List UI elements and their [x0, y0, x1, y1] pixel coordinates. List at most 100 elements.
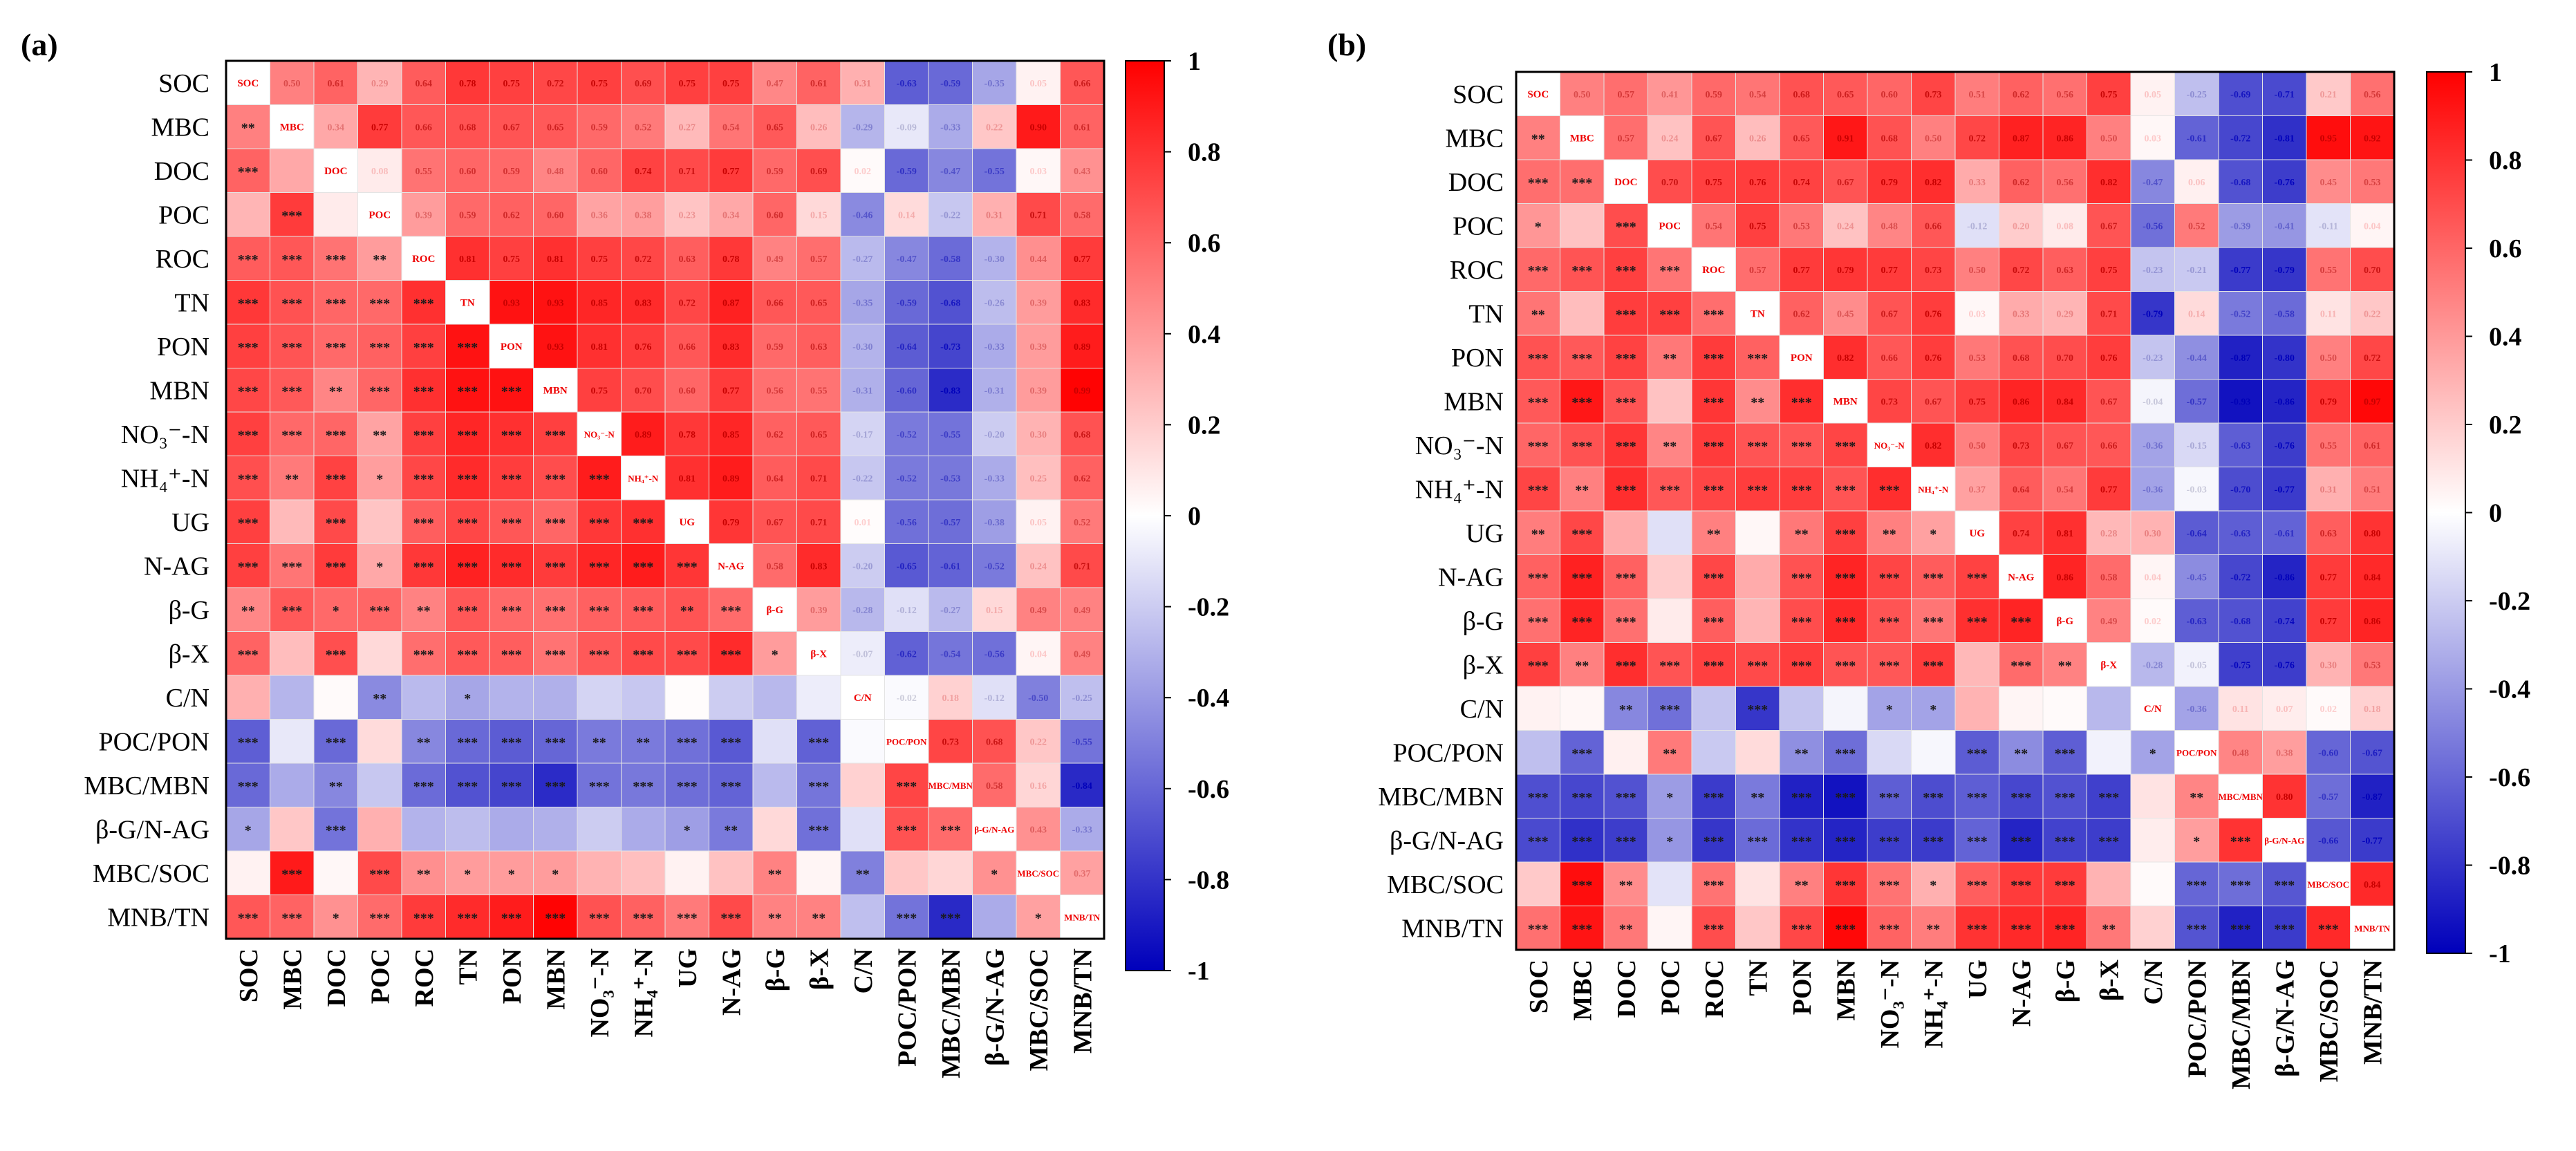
- cell-value-label: -0.87: [2230, 353, 2250, 364]
- heatmap-cell: [1648, 379, 1692, 424]
- row-label: MNB/TN: [107, 903, 209, 932]
- cell-value-label: -0.22: [940, 210, 960, 221]
- significance-mark: ***: [457, 384, 478, 399]
- cell-value-label: -0.76: [2275, 660, 2295, 671]
- cell-value-label: 0.23: [679, 210, 696, 221]
- cell-value-label: 0.50: [1925, 133, 1942, 144]
- cell-value-label: 0.72: [547, 79, 564, 89]
- cell-value-label: -0.56: [984, 649, 1005, 659]
- heatmap-cell: [2350, 203, 2395, 248]
- heatmap-cell: [270, 675, 315, 720]
- heatmap-cell: [840, 368, 885, 413]
- diagonal-label: TN: [1751, 308, 1765, 319]
- cell-value-label: 0.83: [810, 561, 828, 572]
- column-label: MBC/SOC: [2315, 960, 2344, 1082]
- heatmap-cell: [621, 368, 666, 413]
- cell-value-label: 0.31: [2320, 485, 2337, 495]
- heatmap-cell: [1691, 906, 1736, 951]
- heatmap-cell: [1560, 291, 1605, 336]
- significance-mark: ***: [281, 384, 302, 399]
- heatmap-cell: [270, 807, 315, 852]
- heatmap-cell: [2087, 730, 2131, 775]
- heatmap-cell: [533, 104, 578, 149]
- cell-value-label: -0.71: [2275, 90, 2295, 100]
- diagonal-label: ROC: [412, 254, 435, 265]
- cell-value-label: 0.67: [1837, 178, 1854, 188]
- heatmap-cell: [1779, 291, 1824, 336]
- heatmap-cell: [1823, 422, 1868, 467]
- heatmap-cell: [1823, 906, 1868, 951]
- cell-value-label: 0.77: [1793, 265, 1811, 276]
- cell-value-label: -0.80: [2275, 353, 2295, 364]
- cell-value-label: -0.35: [984, 79, 1005, 89]
- significance-mark: ***: [281, 208, 302, 223]
- heatmap-cell: [2042, 291, 2087, 336]
- significance-mark: ***: [501, 603, 522, 619]
- heatmap-cell: [928, 719, 973, 764]
- heatmap-cell: [2042, 159, 2087, 204]
- heatmap-cell: [2087, 203, 2131, 248]
- heatmap-cell: [1603, 335, 1648, 380]
- heatmap-cell: [1691, 774, 1736, 818]
- significance-mark: ***: [2186, 921, 2207, 937]
- heatmap-cell: [709, 631, 754, 676]
- heatmap-cell: [752, 719, 797, 764]
- heatmap-cell: [401, 587, 446, 632]
- cell-value-label: 0.57: [1749, 265, 1766, 276]
- heatmap-cell: [709, 499, 754, 544]
- significance-mark: ***: [1571, 527, 1592, 542]
- cell-value-label: 0.73: [942, 737, 960, 747]
- cell-value-label: 0.75: [591, 386, 608, 396]
- cell-value-label: -0.47: [2143, 178, 2163, 188]
- heatmap-cell: [1603, 686, 1648, 731]
- significance-mark: ***: [1571, 570, 1592, 586]
- significance-mark: ***: [1791, 483, 1812, 498]
- column-label: SOC: [234, 948, 263, 1002]
- heatmap-cell: [577, 675, 622, 720]
- significance-mark: ***: [1704, 878, 1724, 893]
- heatmap-cell: [270, 280, 315, 325]
- cell-value-label: 0.60: [679, 386, 696, 396]
- heatmap-cell: [2174, 906, 2219, 951]
- significance-mark: ***: [1616, 219, 1636, 234]
- heatmap-cell: [1779, 335, 1824, 380]
- significance-mark: ***: [1879, 570, 1900, 586]
- heatmap-cell: [1823, 861, 1868, 906]
- heatmap-cell: [2306, 422, 2351, 467]
- heatmap-cell: [313, 192, 358, 237]
- cell-value-label: 0.67: [1881, 309, 1898, 319]
- significance-mark: ***: [1659, 307, 1680, 322]
- heatmap-cell: [1954, 467, 1999, 512]
- heatmap-cell: [533, 148, 578, 193]
- heatmap-cell: [1735, 906, 1780, 951]
- cell-value-label: -0.27: [940, 606, 960, 616]
- cell-value-label: 0.93: [547, 298, 564, 308]
- significance-mark: ***: [1704, 790, 1724, 805]
- colorbar-tick-label: -0.8: [2489, 852, 2530, 881]
- heatmap-cell: [1999, 247, 2044, 292]
- cell-value-label: 0.45: [1837, 309, 1854, 319]
- cell-value-label: 0.99: [1074, 386, 1091, 396]
- cell-value-label: -0.17: [852, 430, 872, 440]
- cell-value-label: 0.52: [635, 122, 652, 133]
- diagonal-label: MBC/SOC: [2307, 879, 2349, 890]
- significance-mark: ***: [1616, 307, 1636, 322]
- cell-value-label: 0.18: [942, 693, 960, 704]
- cell-value-label: 0.29: [2057, 309, 2074, 319]
- diagonal-label: NO₃⁻-N: [1874, 440, 1905, 451]
- heatmap-cell: [357, 324, 402, 368]
- cell-value-label: 0.75: [1749, 221, 1766, 232]
- heatmap-cell: [2218, 115, 2263, 160]
- heatmap-cell: [840, 762, 885, 807]
- heatmap-cell: [840, 719, 885, 764]
- heatmap-cell: [709, 324, 754, 368]
- cell-value-label: 0.57: [810, 254, 828, 265]
- heatmap-cell: [225, 192, 270, 237]
- heatmap-cell: [1823, 774, 1868, 818]
- significance-mark: ***: [677, 559, 698, 574]
- cell-value-label: 0.69: [810, 167, 828, 177]
- column-label: UG: [673, 948, 702, 988]
- heatmap-cell: [1603, 510, 1648, 555]
- heatmap-cell: [621, 719, 666, 764]
- cell-value-label: -0.68: [2230, 617, 2250, 627]
